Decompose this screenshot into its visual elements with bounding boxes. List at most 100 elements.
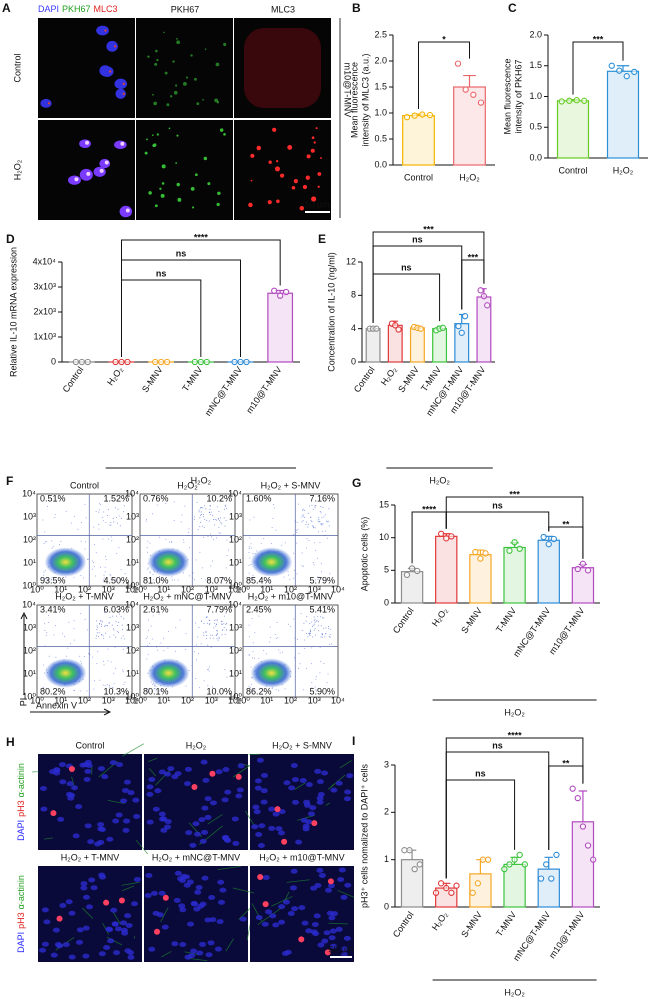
event-dot (200, 507, 202, 509)
event-dot (311, 626, 313, 628)
bar (571, 567, 595, 604)
green-speck (156, 58, 159, 62)
nucleus (199, 901, 207, 907)
event-dot (96, 663, 98, 665)
event-dot (216, 633, 218, 635)
y-axis-label: Mean fluorescence (349, 62, 359, 138)
event-dot (118, 621, 120, 623)
significance-label: ** (562, 758, 570, 768)
event-dot (309, 632, 311, 634)
event-dot (204, 505, 206, 507)
event-dot (313, 564, 315, 566)
nucleus (132, 797, 140, 803)
green-speck (194, 77, 197, 81)
event-dot (209, 579, 211, 581)
nucleus (75, 804, 83, 810)
event-dot (173, 501, 175, 503)
event-dot (202, 567, 204, 569)
nucleus (100, 66, 114, 77)
y-tick-label: 1.0 (529, 91, 542, 101)
green-speck (203, 156, 208, 161)
stain-legend: DAPI pH3 α-actinin (16, 763, 26, 841)
event-dot (329, 636, 331, 638)
nucleus (300, 817, 308, 823)
nucleus (290, 885, 298, 891)
data-point (584, 842, 592, 849)
event-dot (163, 650, 165, 652)
data-point (553, 851, 560, 859)
event-dot (48, 622, 50, 624)
nucleus (217, 879, 225, 885)
nucleus (309, 805, 317, 811)
event-dot (124, 681, 126, 683)
data-point (78, 358, 85, 366)
event-dot (309, 634, 311, 636)
y-tick-label: 10³ (126, 511, 139, 521)
event-dot (318, 630, 320, 632)
event-dot (305, 521, 307, 523)
event-dot (154, 685, 156, 687)
event-dot (205, 637, 207, 639)
data-point (474, 880, 482, 887)
event-dot (46, 632, 48, 634)
event-dot (248, 579, 250, 581)
co-stain (108, 70, 112, 73)
nucleus (343, 796, 351, 802)
nucleus (146, 791, 154, 797)
green-speck (185, 76, 189, 79)
event-dot (44, 629, 46, 631)
nucleus (335, 926, 343, 932)
event-dot (320, 506, 322, 508)
red-speck (305, 175, 310, 180)
event-dot (311, 687, 313, 689)
event-dot (323, 516, 325, 518)
event-dot (223, 615, 225, 617)
fiber (122, 743, 144, 757)
event-dot (330, 643, 332, 645)
quadrant-percent: 0.76% (143, 493, 169, 503)
data-point (579, 560, 587, 567)
event-dot (122, 635, 124, 637)
event-dot (301, 552, 303, 554)
event-dot (202, 507, 204, 509)
group-label: H₂O₂ (504, 987, 525, 997)
nucleus (232, 840, 240, 846)
green-speck (217, 191, 221, 196)
nucleus (257, 843, 265, 849)
data-point (401, 847, 408, 854)
event-dot (194, 578, 196, 580)
nucleus (198, 941, 206, 947)
y-axis-label: Apoptotic cells (%) (359, 517, 369, 592)
event-dot (319, 646, 321, 648)
event-dot (53, 634, 55, 636)
event-dot (311, 621, 313, 623)
event-dot (253, 516, 255, 518)
x-tick-label: 10¹ (54, 584, 67, 594)
event-dot (320, 562, 322, 564)
event-dot (310, 663, 312, 665)
significance-bracket (445, 751, 550, 879)
quadrant-percent: 2.61% (143, 604, 169, 614)
event-dot (103, 637, 105, 639)
event-dot (73, 620, 75, 622)
quadrant-percent: 86.2% (246, 686, 272, 696)
nucleus (120, 920, 128, 926)
x-tick-label: 10⁴ (331, 695, 345, 705)
event-dot (104, 555, 106, 557)
x-tick-label: T-MNV (494, 606, 518, 635)
nucleus (314, 768, 322, 774)
data-point (573, 97, 580, 104)
event-dot (209, 505, 211, 507)
event-dot (220, 623, 222, 625)
nucleus (164, 819, 172, 825)
nucleus (80, 885, 88, 891)
event-dot (181, 514, 183, 516)
event-dot (152, 574, 154, 576)
stain-label: MLC3 (94, 4, 118, 14)
x-tick-label: 10⁰ (133, 584, 147, 594)
event-dot (79, 690, 81, 692)
nucleus (164, 771, 172, 777)
data-point (152, 358, 159, 366)
nucleus (154, 788, 162, 794)
